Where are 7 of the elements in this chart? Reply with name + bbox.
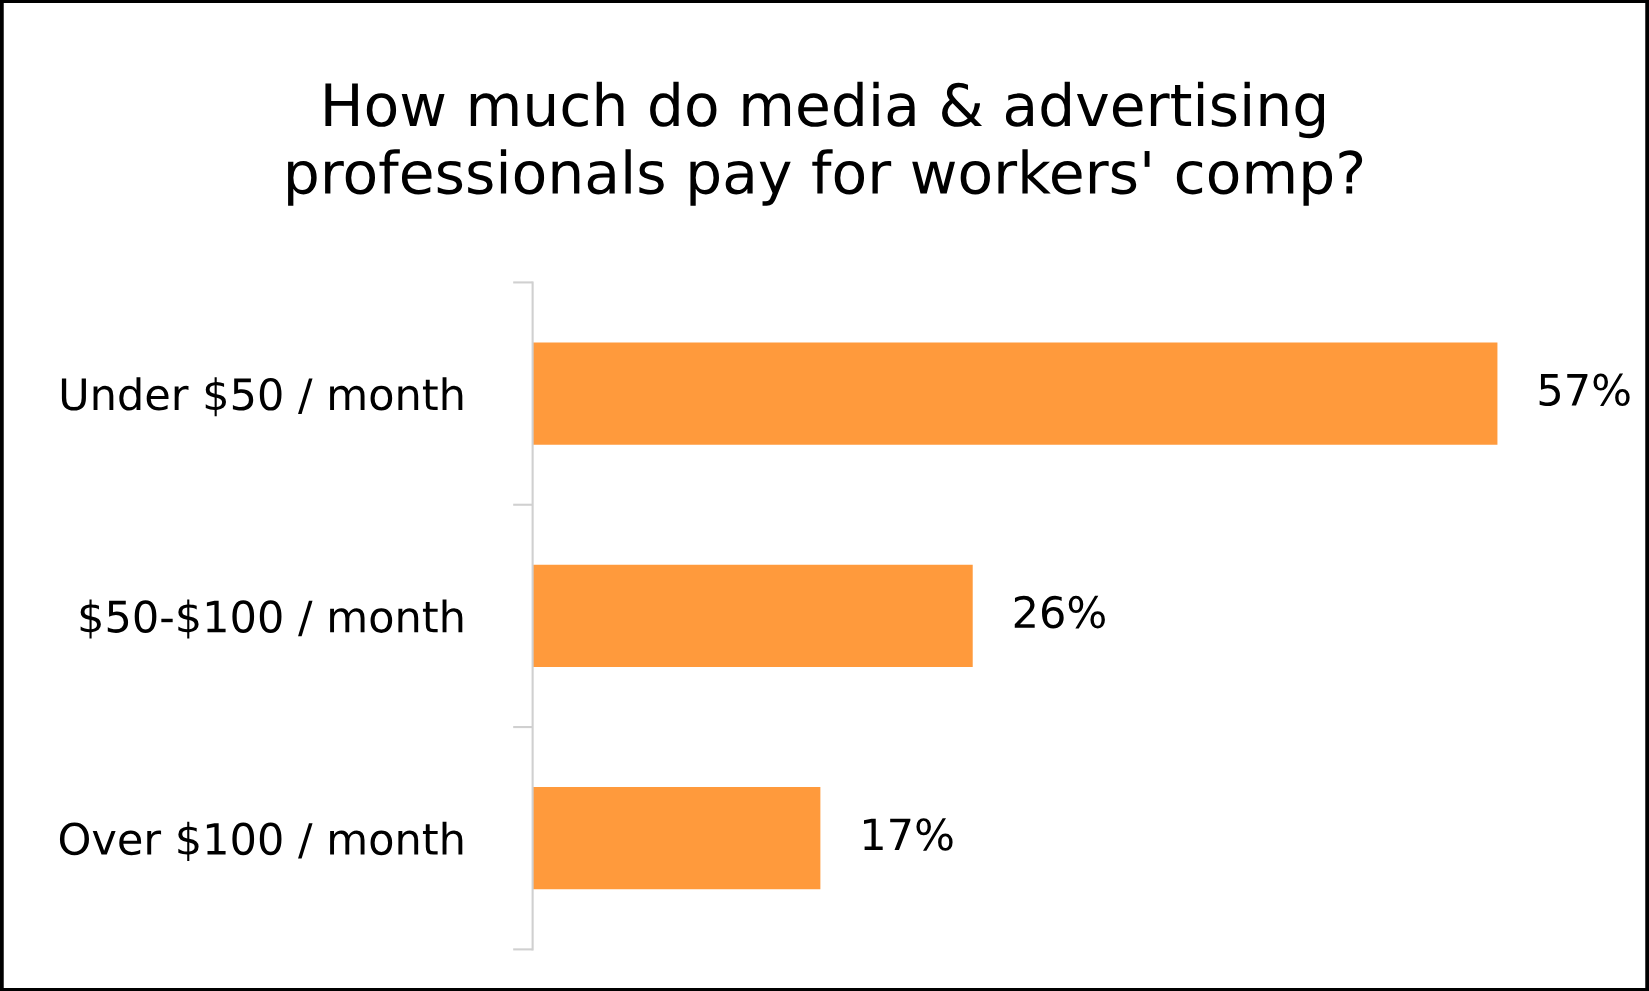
y-tick-label: Under $50 / month xyxy=(61,377,463,417)
y-tick-label: Over $100 / month xyxy=(59,821,463,861)
y-tick-label: $50-$100 / month xyxy=(80,599,463,639)
data-label: 57% xyxy=(1539,373,1630,407)
data-label: 26% xyxy=(1014,595,1105,629)
chart-title: How much do media & advertising professionals pay for workers' comp? xyxy=(288,81,1363,206)
data-label: 17% xyxy=(864,818,953,851)
